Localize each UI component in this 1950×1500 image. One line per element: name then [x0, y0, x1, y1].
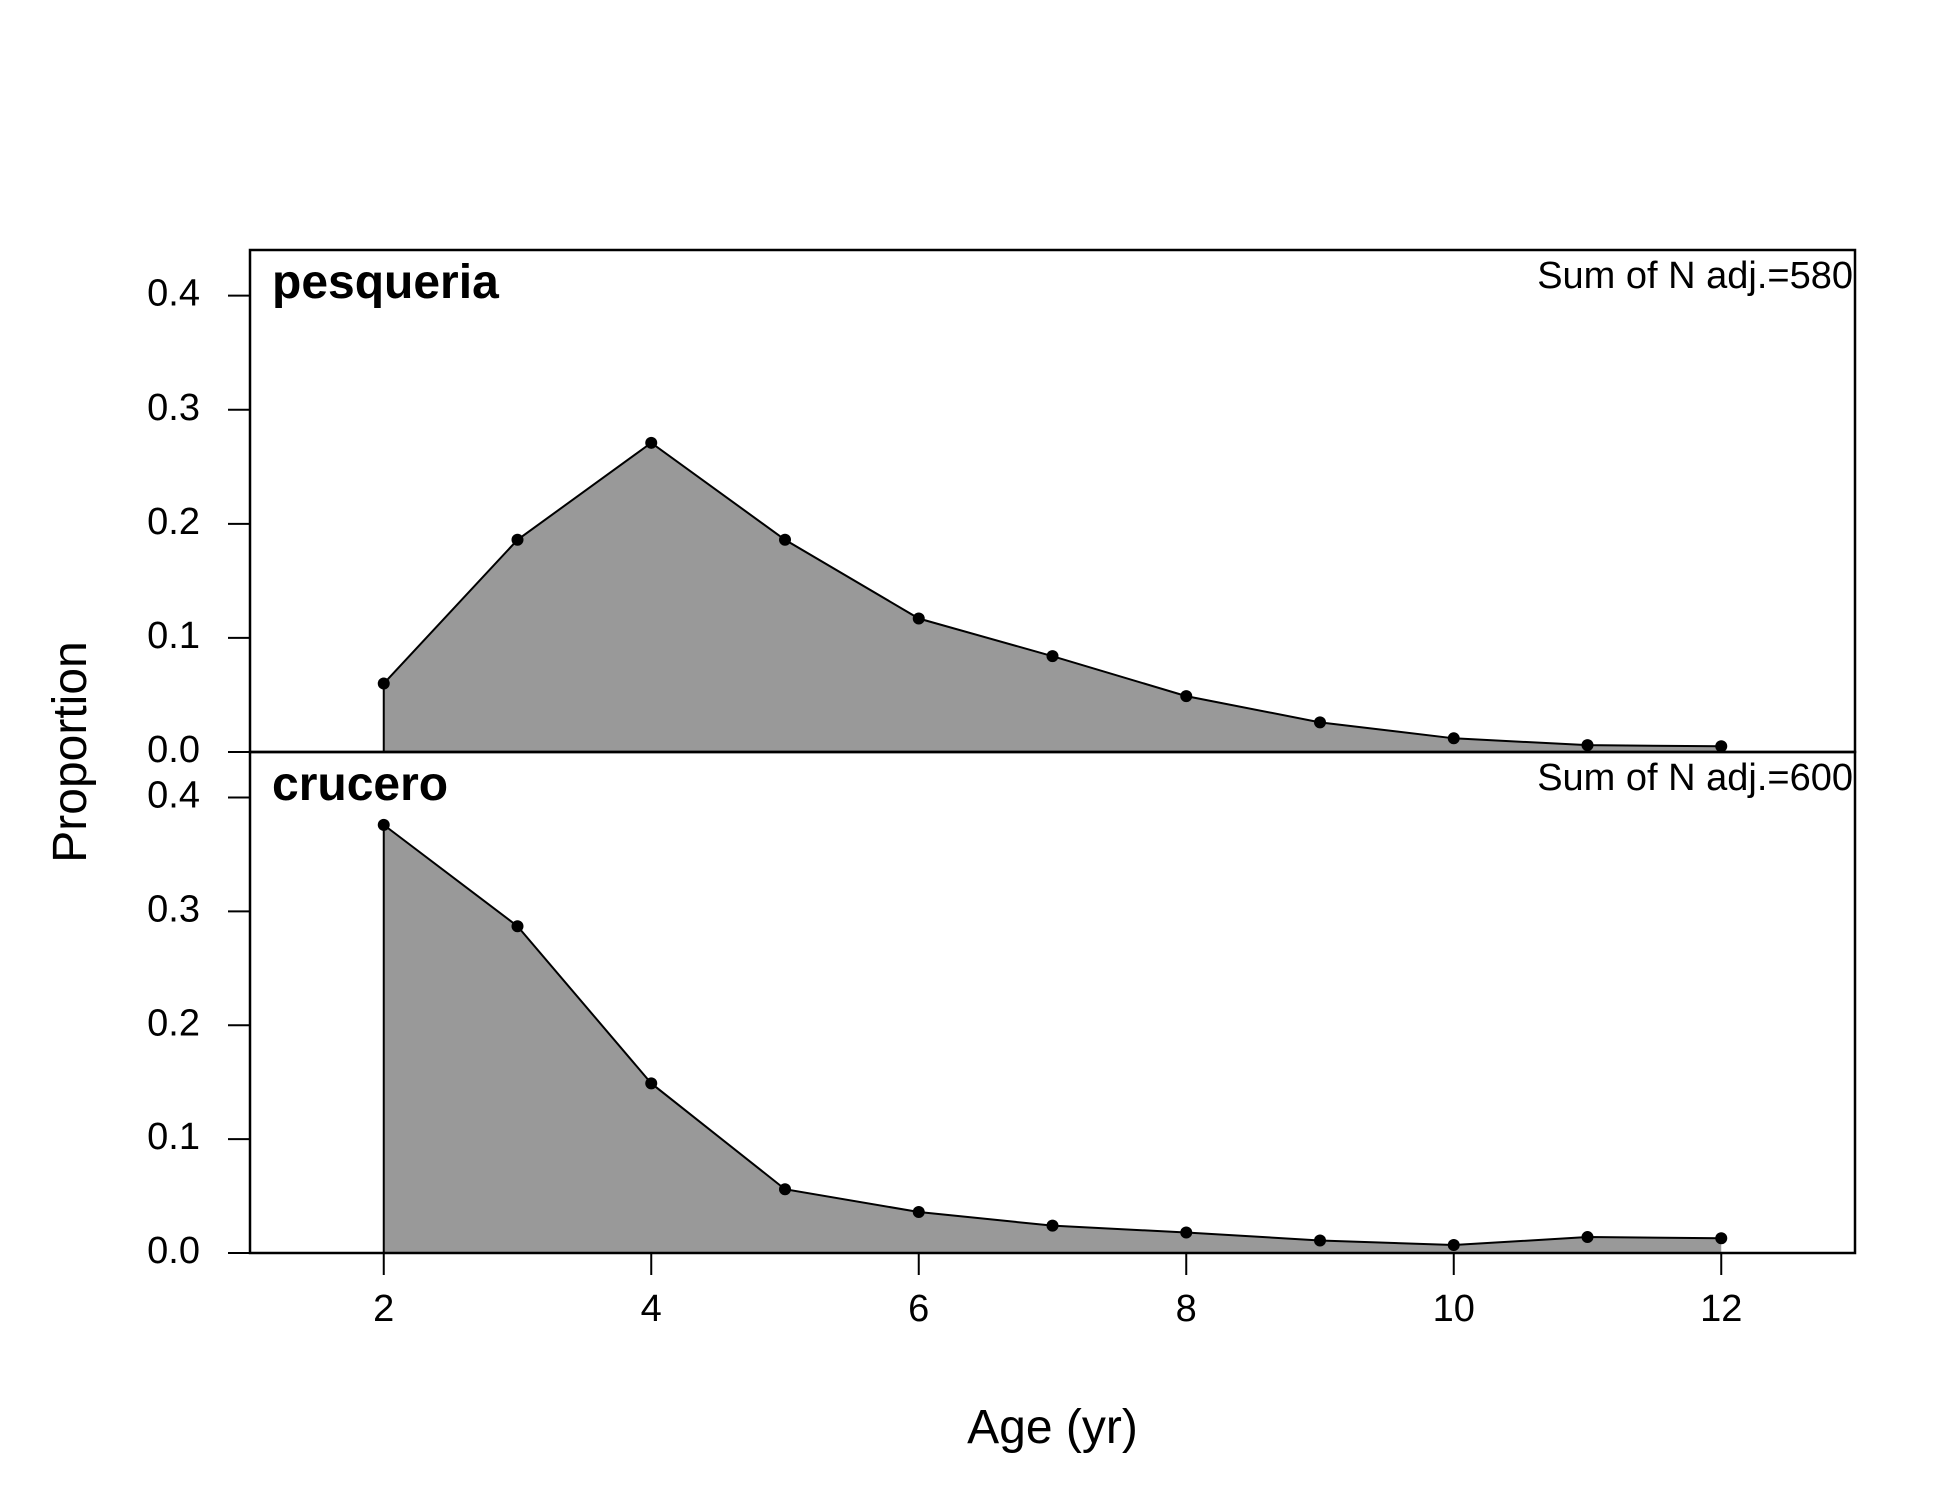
- panel-label: pesqueria: [272, 256, 499, 309]
- panel-crucero: 0.0 0.1 0.2 0.3 0.4 crucero Sum of N adj.=600: [147, 750, 1857, 1272]
- data-point: [1715, 1232, 1728, 1245]
- y-tick-label: 0.2: [147, 1002, 200, 1044]
- y-tick-label: 0.2: [147, 501, 200, 543]
- y-tick-label: 0.3: [147, 888, 200, 930]
- y-tick-label: 0.4: [147, 273, 200, 315]
- data-point: [779, 533, 791, 546]
- x-tick-label: 4: [641, 1288, 662, 1330]
- data-point: [912, 1206, 925, 1219]
- data-point: [377, 818, 390, 831]
- y-tick-label: 0.1: [147, 615, 200, 657]
- sum-n-annotation: Sum of N adj.=600: [1537, 757, 1853, 799]
- data-point: [377, 677, 390, 690]
- y-tick-label: 0.4: [147, 775, 200, 817]
- data-point: [1180, 690, 1193, 703]
- panel-pesqueria: 0.0 0.1 0.2 0.3 0.4 pesqueria Sum of N adj.=58…: [147, 248, 1857, 771]
- data-point: [779, 1183, 791, 1196]
- panel-frame: [248, 750, 1857, 1255]
- data-point: [1046, 1219, 1059, 1232]
- data-point: [1581, 739, 1594, 752]
- area-fill: [383, 442, 1722, 752]
- y-axis-title: Proportion: [44, 641, 97, 862]
- x-tick-label: 8: [1176, 1288, 1197, 1330]
- y-tick-label: 0.0: [147, 1230, 200, 1272]
- data-point: [1581, 1231, 1594, 1244]
- data-point: [912, 612, 925, 625]
- data-point: [1715, 740, 1728, 753]
- panel-label: crucero: [272, 758, 448, 811]
- data-point: [1180, 1226, 1193, 1239]
- data-point: [645, 436, 658, 449]
- data-point: [645, 1077, 658, 1090]
- y-tick-label: 0.1: [147, 1116, 200, 1158]
- data-point: [1314, 1234, 1326, 1247]
- data-point: [1447, 1239, 1460, 1252]
- data-point: [1447, 732, 1460, 745]
- x-tick-label: 2: [373, 1288, 394, 1330]
- x-axis: 2 4 6 8 10 12: [373, 1253, 1742, 1330]
- data-point: [1314, 716, 1326, 729]
- sum-n-annotation: Sum of N adj.=580: [1537, 255, 1853, 297]
- y-tick-label: 0.3: [147, 387, 200, 429]
- x-axis-title: Age (yr): [967, 1401, 1138, 1454]
- x-tick-label: 12: [1700, 1288, 1742, 1330]
- x-tick-label: 6: [908, 1288, 929, 1330]
- data-point: [511, 920, 524, 933]
- data-point: [511, 533, 524, 546]
- y-tick-label: 0.0: [147, 729, 200, 771]
- data-point: [1046, 650, 1059, 663]
- area-fill: [383, 824, 1722, 1253]
- x-tick-label: 10: [1433, 1288, 1475, 1330]
